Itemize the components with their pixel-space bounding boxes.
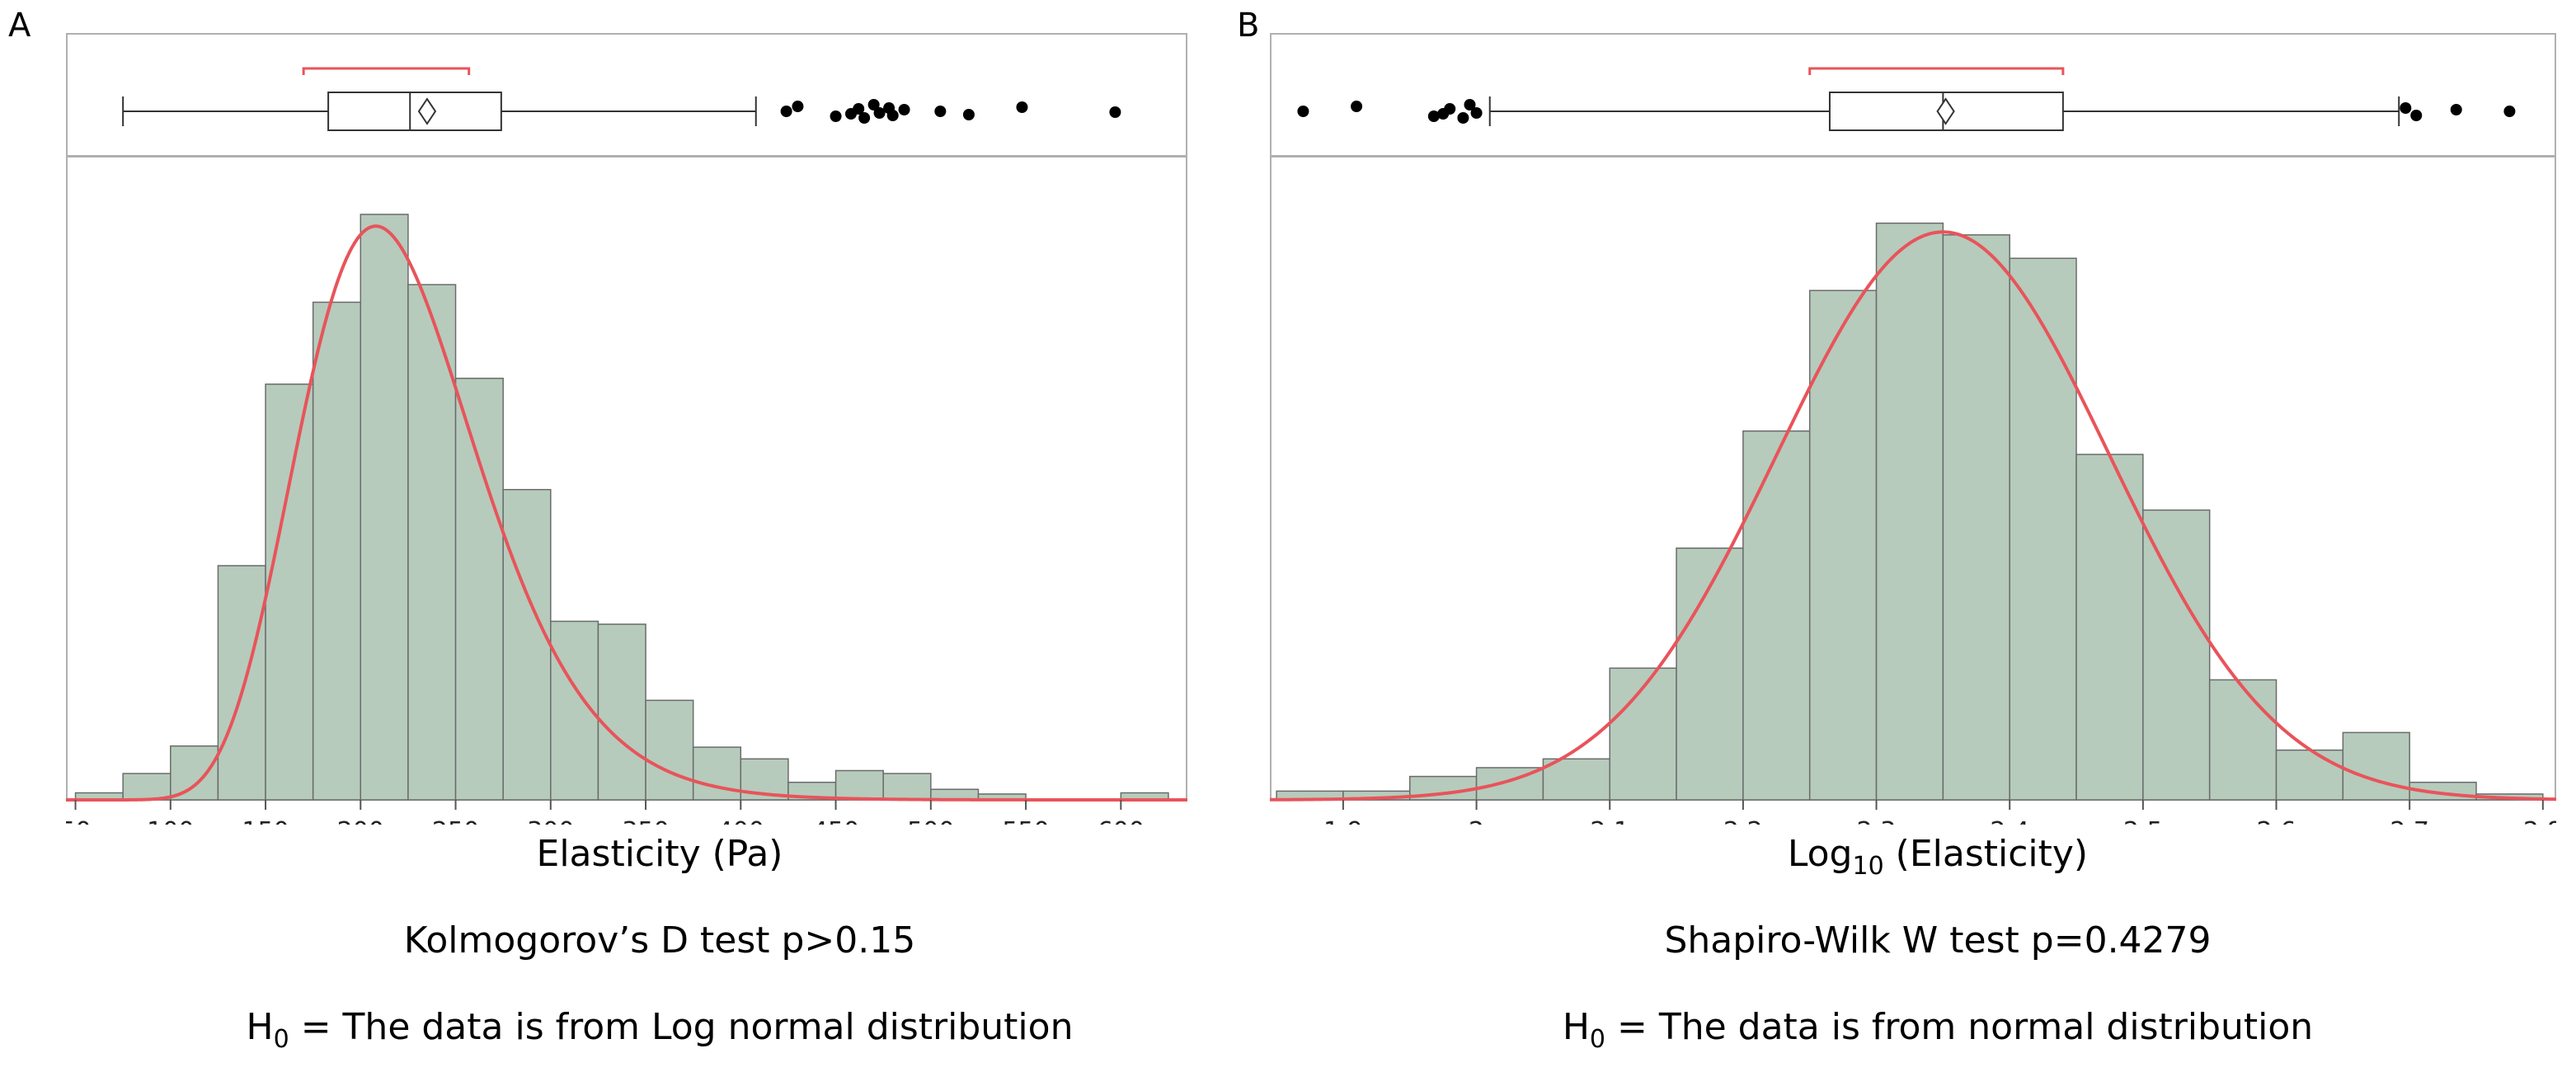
outlier-point <box>858 112 871 124</box>
outlier-point <box>780 106 792 117</box>
histogram-bar <box>502 488 552 801</box>
outlier-point <box>1016 101 1028 113</box>
histogram-bar <box>2275 749 2344 801</box>
histogram-bar <box>312 301 362 801</box>
histogram-bar <box>2208 679 2278 801</box>
x-axis-label-b-sub: 10 <box>1852 852 1884 881</box>
outlier-point <box>853 103 865 115</box>
histogram-bar <box>122 773 172 801</box>
hypothesis-b-rest: = The data is from normal distribution <box>1605 1006 2314 1048</box>
hypothesis-a-sub: 0 <box>273 1025 289 1054</box>
outlier-point <box>2410 110 2423 121</box>
hypothesis-b: H0 = The data is from normal distributio… <box>1402 1006 2474 1054</box>
histogram-bar <box>265 383 314 801</box>
x-axis-label-b-rest: (Elasticity) <box>1883 833 2089 875</box>
x-tick-label: 2.6 <box>2257 817 2296 825</box>
histogram-bar <box>1742 430 1811 801</box>
x-tick-label: 200 <box>337 817 384 825</box>
x-tick-label: 2.5 <box>2123 817 2163 825</box>
x-axis-label-a: Elasticity (Pa) <box>536 833 783 875</box>
x-axis-label-b: Log10 (Elasticity) <box>1567 833 2309 881</box>
test-result-b: Shapiro-Wilk W test p=0.4279 <box>1664 919 2212 962</box>
boxplot-frame-a <box>66 33 1187 157</box>
x-tick-label: 2.4 <box>1990 817 2029 825</box>
outlier-point <box>934 106 947 117</box>
outlier-point <box>886 110 899 121</box>
outlier-point <box>1457 112 1469 124</box>
histogram-bar <box>360 214 409 801</box>
x-tick-label: 150 <box>242 817 289 825</box>
chart-a: 50 100 150 200 250 300 350 400 450 500 550 600 <box>66 33 1187 825</box>
outlier-point <box>1470 107 1483 119</box>
histogram-bar <box>454 378 504 801</box>
histogram-bar <box>2075 454 2144 801</box>
box-a <box>327 92 502 131</box>
x-tick-label: 2 <box>1469 817 1484 825</box>
hypothesis-b-sub: 0 <box>1589 1025 1605 1054</box>
x-tick-label: 600 <box>1098 817 1145 825</box>
histogram-bar <box>1808 289 1878 801</box>
x-tick-label: 2.2 <box>1723 817 1763 825</box>
histogram-bar <box>1609 667 1677 801</box>
histogram-bar <box>834 769 884 801</box>
hypothesis-a-prefix: H <box>246 1006 274 1048</box>
outlier-point <box>2503 106 2516 117</box>
hypothesis-a-rest: = The data is from Log normal distributi… <box>289 1006 1074 1048</box>
x-tick-label: 2.8 <box>2523 817 2556 825</box>
histogram-bar <box>692 746 742 801</box>
x-axis-label-b-main: Log <box>1787 833 1853 875</box>
outlier-point <box>792 101 804 112</box>
outlier-point <box>2450 104 2462 115</box>
histogram-bar <box>645 699 694 801</box>
x-tick-label: 500 <box>907 817 954 825</box>
outlier-point <box>898 104 910 115</box>
x-tick-label: 1.9 <box>1323 817 1363 825</box>
outlier-point <box>1297 106 1309 117</box>
histogram-bar <box>1542 758 1610 801</box>
mean-diamond-b <box>1936 97 1955 125</box>
outlier-point <box>830 110 842 122</box>
chart-b: 1.9 2 2.1 2.2 2.3 2.4 2.5 2.6 2.7 2.8 <box>1270 33 2556 825</box>
histogram-bar <box>407 284 457 801</box>
x-tick-label: 2.1 <box>1590 817 1629 825</box>
hypothesis-a: H0 = The data is from Log normal distrib… <box>124 1006 1196 1054</box>
test-result-a: Kolmogorov’s D test p>0.15 <box>403 919 916 962</box>
x-tick-label: 400 <box>717 817 764 825</box>
x-tick-label: 550 <box>1002 817 1049 825</box>
histogram-bar <box>2009 257 2077 801</box>
histogram-bar <box>217 565 266 801</box>
panel-letter-a: A <box>8 7 31 45</box>
histogram-bar <box>170 745 219 801</box>
x-tick-label: 450 <box>812 817 859 825</box>
x-tick-label: 300 <box>527 817 574 825</box>
histogram-bar <box>1875 222 1944 801</box>
outlier-point <box>1109 106 1121 118</box>
shortest-half-bracket-b <box>1808 67 2065 75</box>
mean-diamond-a <box>417 97 437 125</box>
histogram-bar <box>2142 509 2211 801</box>
histogram-bar <box>2342 731 2410 801</box>
outlier-point <box>867 99 880 110</box>
histogram-bar <box>882 773 932 801</box>
fit-curve-a <box>66 224 1187 802</box>
outlier-point <box>1351 101 1363 112</box>
x-tick-label: 350 <box>622 817 669 825</box>
outlier-point <box>2400 102 2412 114</box>
outlier-point <box>962 109 975 120</box>
x-tick-label: 50 <box>66 817 92 825</box>
outlier-point <box>873 107 886 119</box>
shortest-half-bracket-a <box>302 67 471 75</box>
x-tick-label: 2.3 <box>1857 817 1897 825</box>
x-tick-label: 2.7 <box>2390 817 2429 825</box>
outlier-point <box>1427 110 1440 122</box>
outlier-point <box>1444 103 1456 115</box>
histogram-bar <box>1942 234 2010 801</box>
x-tick-label: 100 <box>147 817 194 825</box>
panel-letter-b: B <box>1237 7 1260 45</box>
histogram-bar <box>597 623 646 801</box>
x-tick-label: 250 <box>432 817 479 825</box>
outlier-point <box>1464 99 1476 110</box>
hypothesis-b-prefix: H <box>1562 1006 1590 1048</box>
fit-curve-b <box>1270 230 2556 802</box>
